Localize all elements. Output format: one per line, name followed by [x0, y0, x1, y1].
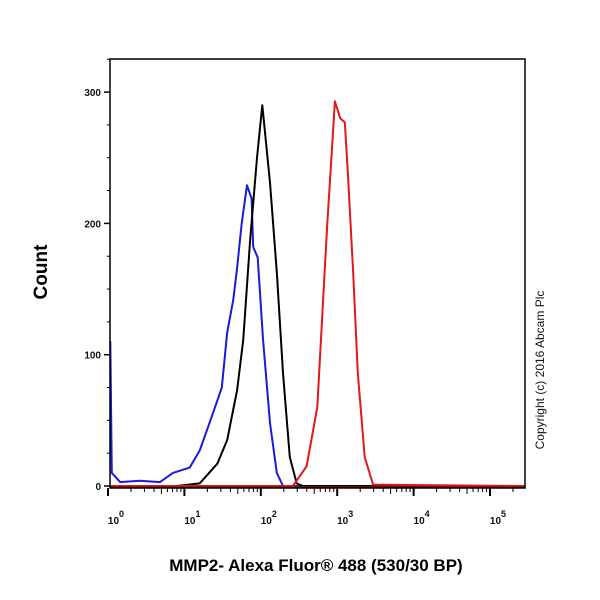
- y-tick-label: 100: [84, 351, 101, 362]
- y-tick-label: 300: [84, 88, 101, 99]
- y-axis-title: Count: [31, 244, 52, 300]
- plot-frame: [109, 58, 526, 489]
- y-tick-label: 200: [84, 219, 101, 230]
- series-blue-line: [109, 184, 525, 487]
- x-tick-label: 104: [414, 509, 430, 527]
- copyright-annotation: Copyright (c) 2016 Abcam Plc: [533, 291, 547, 450]
- x-axis-title: MMP2- Alexa Fluor® 488 (530/30 BP): [169, 556, 462, 575]
- x-tick-label: 105: [490, 509, 506, 527]
- x-tick-label: 101: [184, 509, 200, 527]
- x-tick-label: 103: [337, 509, 353, 527]
- y-tick-label: 0: [95, 482, 101, 493]
- x-tick-label: 100: [108, 509, 124, 527]
- series-red-line: [110, 100, 526, 487]
- series-black-line: [110, 104, 525, 487]
- x-tick-label: 102: [261, 509, 277, 527]
